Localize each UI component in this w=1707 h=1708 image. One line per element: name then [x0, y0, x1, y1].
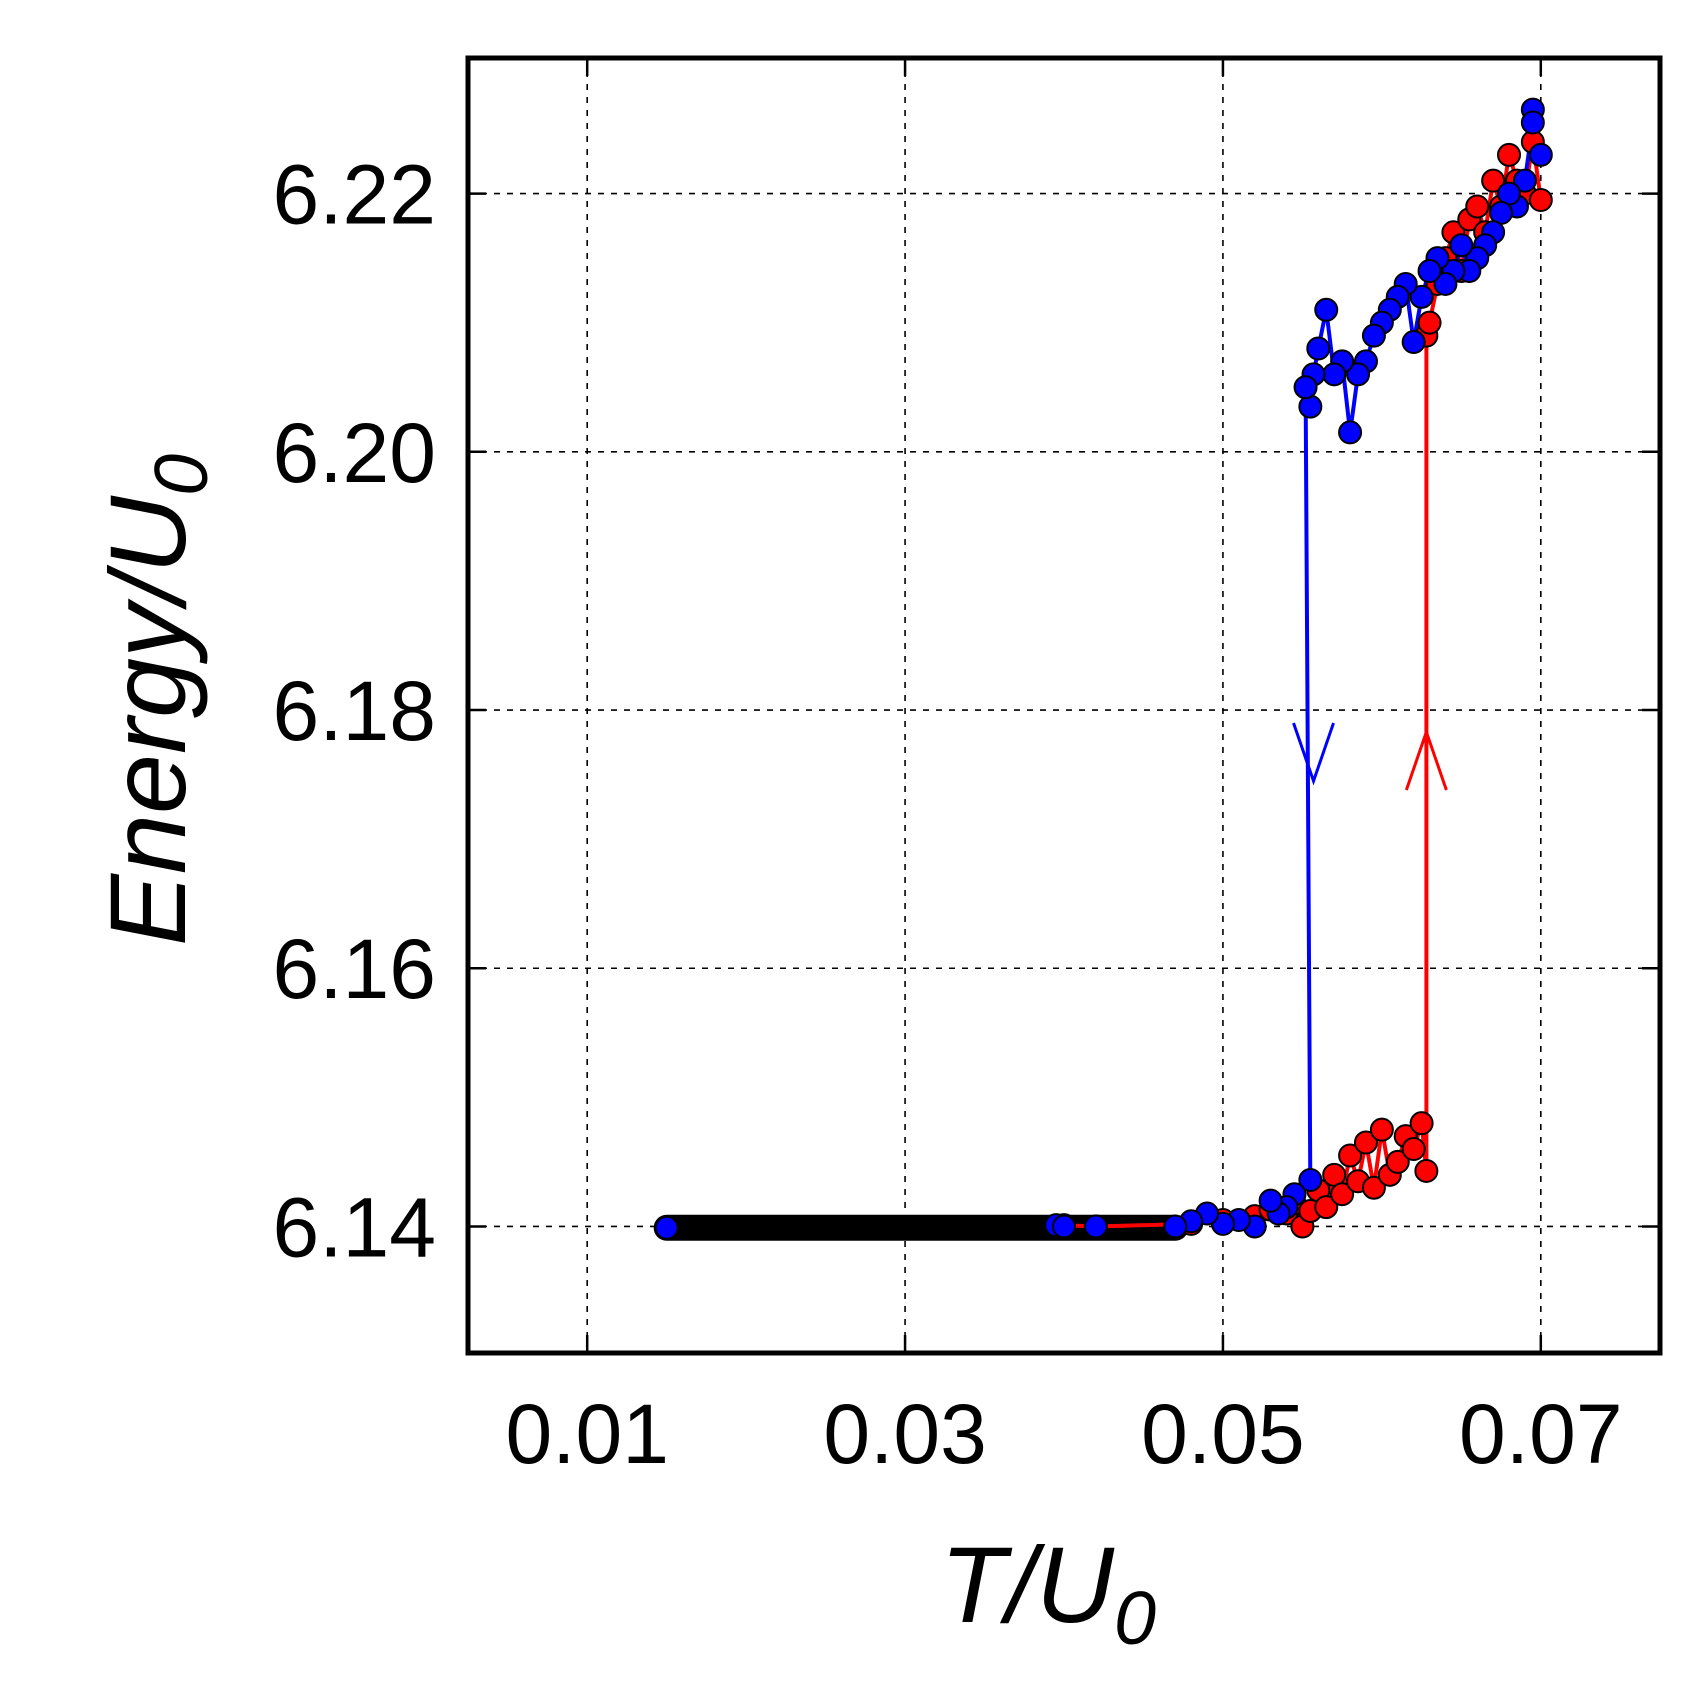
x-tick-label: 0.03: [823, 1387, 987, 1481]
grid-lines: [468, 58, 1660, 1353]
axis-ticks: [468, 58, 1660, 1353]
heating-point: [1385, 1149, 1410, 1174]
cooling-point: [1417, 259, 1442, 284]
cooling-point: [1528, 142, 1553, 167]
heating-point: [1414, 1158, 1439, 1183]
cooling-point: [1163, 1214, 1188, 1239]
y-tick-label: 6.14: [273, 1180, 437, 1274]
cooling-point: [1306, 336, 1331, 361]
cooling-point: [1361, 323, 1386, 348]
y-axis-title: Energy/U0: [87, 454, 224, 946]
heating-point: [1401, 1137, 1426, 1162]
heating-point: [1528, 188, 1553, 213]
cooling-point: [1052, 1214, 1076, 1239]
x-tick-label: 0.07: [1459, 1387, 1623, 1481]
heating-point: [1314, 1195, 1339, 1220]
cooling-point: [1314, 297, 1339, 322]
plot-area: [653, 97, 1553, 1241]
cooling-point: [1293, 375, 1318, 400]
x-tick-label: 0.05: [1141, 1387, 1305, 1481]
heating-point: [1361, 1175, 1386, 1200]
x-axis-title: T/U0: [940, 1524, 1156, 1661]
cooling-point: [654, 1215, 679, 1240]
cooling-point: [1346, 362, 1371, 387]
cooling-point: [1258, 1188, 1283, 1213]
y-tick-label: 6.22: [273, 148, 437, 242]
cooling-point: [1298, 394, 1323, 419]
heating-point: [1497, 142, 1522, 167]
cooling-point: [1449, 233, 1474, 258]
heating-point: [1369, 1117, 1394, 1142]
cooling-point: [1322, 362, 1347, 387]
plot-frame: [465, 55, 1663, 1356]
y-tick-label: 6.18: [273, 664, 437, 758]
cooling-point: [1512, 168, 1537, 193]
heating-point: [1330, 1182, 1355, 1207]
x-tick-label: 0.01: [505, 1387, 669, 1481]
cooling-point: [1338, 420, 1363, 445]
heating-point: [1409, 1111, 1434, 1136]
heating-point: [1338, 1143, 1363, 1168]
cooling-point: [1401, 330, 1426, 355]
heating-point: [1353, 1130, 1378, 1155]
heating-point: [1481, 168, 1506, 193]
cooling-point: [1083, 1214, 1108, 1239]
tick-labels: 0.01 0.03 0.05 0.07 6.14 6.16 6.18 6.20 6.22: [273, 148, 1623, 1481]
heating-point: [1417, 310, 1442, 335]
y-tick-label: 6.20: [273, 406, 437, 500]
arrow-up-marker: [1404, 727, 1448, 791]
arrow-down-marker: [1292, 722, 1335, 786]
heating-point: [1465, 194, 1490, 219]
heating-line: [1063, 141, 1543, 1232]
y-tick-label: 6.16: [273, 922, 437, 1016]
cooling-point: [1520, 110, 1545, 135]
cooling-point: [1409, 284, 1434, 309]
cooling-line: [1174, 109, 1543, 1229]
cooling-point: [1433, 271, 1458, 296]
cooling-point: [1298, 1167, 1323, 1192]
